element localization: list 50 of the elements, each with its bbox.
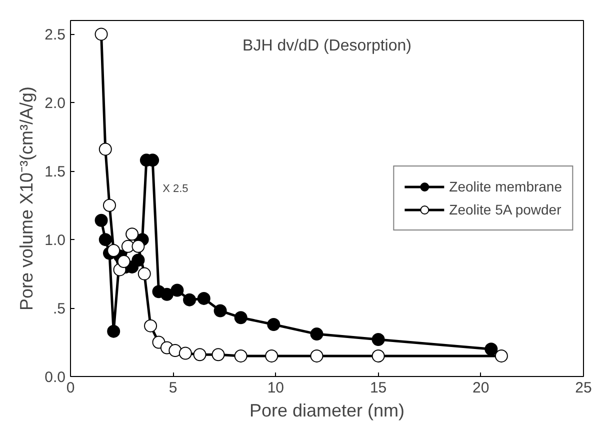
x-tick-label: 5 [168,380,178,396]
point [265,349,278,362]
point [170,284,184,297]
point [214,304,227,318]
point [107,324,120,338]
x-tick-label: 25 [575,380,592,396]
point [212,348,225,362]
point [168,344,182,357]
y-tick-label: 0.0 [44,369,66,386]
point [234,349,248,362]
y-tick-label: 2.0 [44,95,66,112]
x-tick-label: 10 [267,380,284,396]
point [138,267,151,280]
point [94,28,108,41]
point [310,328,324,341]
point [117,254,130,268]
point [183,293,196,306]
x-axis-title: Pore diameter (nm) [249,400,405,420]
point [126,228,139,241]
point [197,292,210,305]
point [107,244,120,258]
point [160,288,174,301]
point [193,348,206,362]
legend-label: Zeolite membrane [449,178,562,194]
point [98,233,112,246]
point [102,198,116,212]
x-tick-label: 0 [66,380,75,396]
point [178,346,192,360]
x-tick-label: 15 [370,380,387,396]
legend-label: Zeolite 5A powder [449,202,562,218]
point [94,214,108,227]
annotation: X 2.5 [162,183,188,196]
point [372,349,385,362]
y-tick-label: 2.5 [44,26,66,44]
x-tick-label: 20 [472,380,490,396]
y-tick-label: 1.5 [44,164,66,181]
point [372,333,385,346]
point [494,349,508,362]
y-axis-title: Pore volume X10⁻³(cm³/A/g) [16,86,37,311]
point [234,311,248,324]
y-tick-label: .5 [52,300,66,318]
point [121,240,134,253]
point [267,318,280,331]
annotation: BJH dv/dD (Desorption) [242,38,412,55]
point [98,142,112,156]
point [484,342,498,356]
point [132,240,145,253]
y-tick-label: 1.0 [44,232,66,250]
point [144,319,158,332]
point [310,349,324,362]
